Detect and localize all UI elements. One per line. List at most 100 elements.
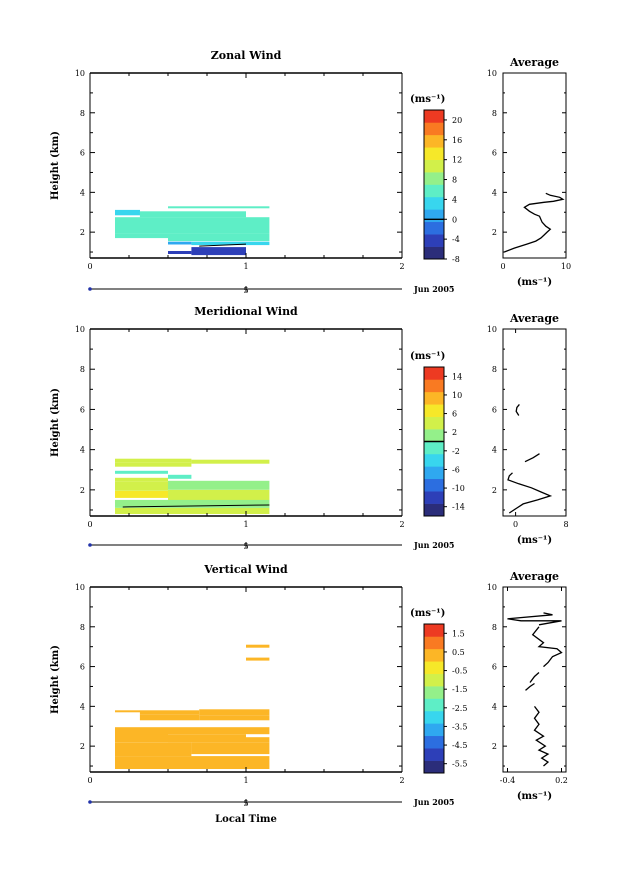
y-tick-label: 4 [80, 702, 85, 711]
average-y-tick-label: 8 [492, 365, 497, 374]
average-y-tick-label: 2 [492, 228, 497, 237]
heatmap-cell [191, 241, 270, 246]
colorbar-tick-label: -6 [452, 465, 460, 474]
average-x-label: (ms⁻¹) [517, 535, 552, 546]
colorbar-band [424, 367, 444, 380]
average-profile-line [531, 626, 563, 668]
average-profile-line [533, 706, 550, 767]
day-start-marker [88, 543, 92, 547]
x-axis-label: Local Time [215, 814, 277, 825]
colorbar-tick-label: 1.5 [452, 629, 465, 638]
average-y-tick-label: 8 [492, 623, 497, 632]
average-frame [502, 72, 567, 259]
y-tick-label: 4 [80, 188, 85, 197]
heatmap-cell [115, 462, 192, 467]
colorbar-band [424, 686, 444, 699]
colorbar-tick-label: -2.5 [452, 704, 467, 713]
average-x-label: (ms⁻¹) [517, 277, 552, 288]
heatmap-cell [115, 477, 168, 482]
average-y-tick-label: 10 [487, 583, 497, 592]
colorbar-band [424, 110, 444, 123]
colorbar-band [424, 748, 444, 761]
panel-title: Meridional Wind [194, 305, 298, 318]
y-tick-label: 8 [80, 109, 85, 118]
average-x-tick-label: 0 [513, 520, 518, 529]
average-y-tick-label: 2 [492, 486, 497, 495]
y-axis-label: Height (km) [50, 388, 61, 457]
average-profile-line [524, 453, 540, 463]
contour-line [199, 243, 247, 247]
y-tick-label: 6 [80, 663, 85, 672]
average-x-tick-label: -0.4 [500, 776, 515, 785]
colorbar-tick-label: -8 [452, 255, 460, 264]
heatmap-cell [115, 499, 270, 508]
average-y-tick-label: 4 [492, 188, 497, 197]
colorbar-tick-label: -0.5 [452, 667, 467, 676]
x-tick-label: 0 [87, 262, 92, 271]
colorbar-band [424, 429, 444, 442]
colorbar-band [424, 122, 444, 136]
colorbar-tick-label: -10 [452, 484, 465, 493]
heatmap-cell [115, 458, 192, 463]
colorbar-unit-label: (ms⁻¹) [410, 94, 445, 105]
colorbar-band [424, 246, 444, 260]
colorbar-band [424, 648, 444, 662]
colorbar-band [424, 391, 444, 405]
colorbar-band [424, 416, 444, 430]
heatmap-cell [168, 734, 246, 743]
colorbar-tick-label: 8 [452, 176, 457, 185]
average-y-tick-label: 8 [492, 109, 497, 118]
colorbar-tick-label: -4 [452, 235, 460, 244]
panel-title: Zonal Wind [211, 49, 282, 62]
x-tick-label: 1 [243, 520, 248, 529]
average-profile-line [525, 682, 535, 691]
heatmap-cell [199, 715, 270, 721]
day-label: 5 [243, 286, 248, 295]
colorbar-band [424, 673, 444, 687]
heatmap-cell [139, 211, 246, 218]
heatmap-cell [246, 657, 270, 661]
colorbar-band [424, 760, 444, 774]
day-label: 5 [243, 542, 248, 551]
heatmap-cell [191, 247, 246, 256]
colorbar-band [424, 735, 444, 749]
average-y-tick-label: 6 [492, 149, 497, 158]
x-tick-label: 2 [399, 262, 404, 271]
average-y-tick-label: 4 [492, 446, 497, 455]
colorbar-band [424, 478, 444, 492]
heatmap-cell [115, 727, 168, 743]
y-tick-label: 6 [80, 149, 85, 158]
heatmap-cell [168, 727, 270, 735]
x-tick-label: 0 [87, 520, 92, 529]
colorbar-band [424, 147, 444, 160]
colorbar-tick-label: 16 [452, 136, 462, 145]
day-label: 5 [243, 799, 248, 808]
heatmap-cell [115, 756, 270, 769]
colorbar-tick-label: -1.5 [452, 685, 467, 694]
colorbar-band [424, 723, 444, 737]
average-frame [502, 328, 567, 517]
y-tick-label: 6 [80, 405, 85, 414]
average-profile-line [504, 192, 565, 253]
day-start-marker [88, 800, 92, 804]
y-tick-label: 8 [80, 623, 85, 632]
date-label: Jun 2005 [413, 797, 454, 807]
heatmap-cell [168, 474, 192, 479]
contour-line [122, 504, 270, 508]
colorbar-tick-label: 6 [452, 410, 457, 419]
average-title: Average [509, 570, 559, 583]
colorbar-band [424, 184, 444, 198]
date-label: Jun 2005 [413, 540, 454, 550]
colorbar-tick-label: 0.5 [452, 648, 465, 657]
colorbar-tick-label: 10 [452, 391, 462, 400]
y-axis-label: Height (km) [50, 131, 61, 200]
colorbar-band [424, 636, 444, 650]
heatmap-cell [115, 710, 140, 713]
y-tick-label: 10 [75, 69, 85, 78]
colorbar-band [424, 491, 444, 504]
colorbar-band [424, 710, 444, 724]
average-profile-line [515, 403, 520, 416]
heatmap-cell [191, 742, 270, 755]
heatmap-cell [115, 209, 140, 216]
